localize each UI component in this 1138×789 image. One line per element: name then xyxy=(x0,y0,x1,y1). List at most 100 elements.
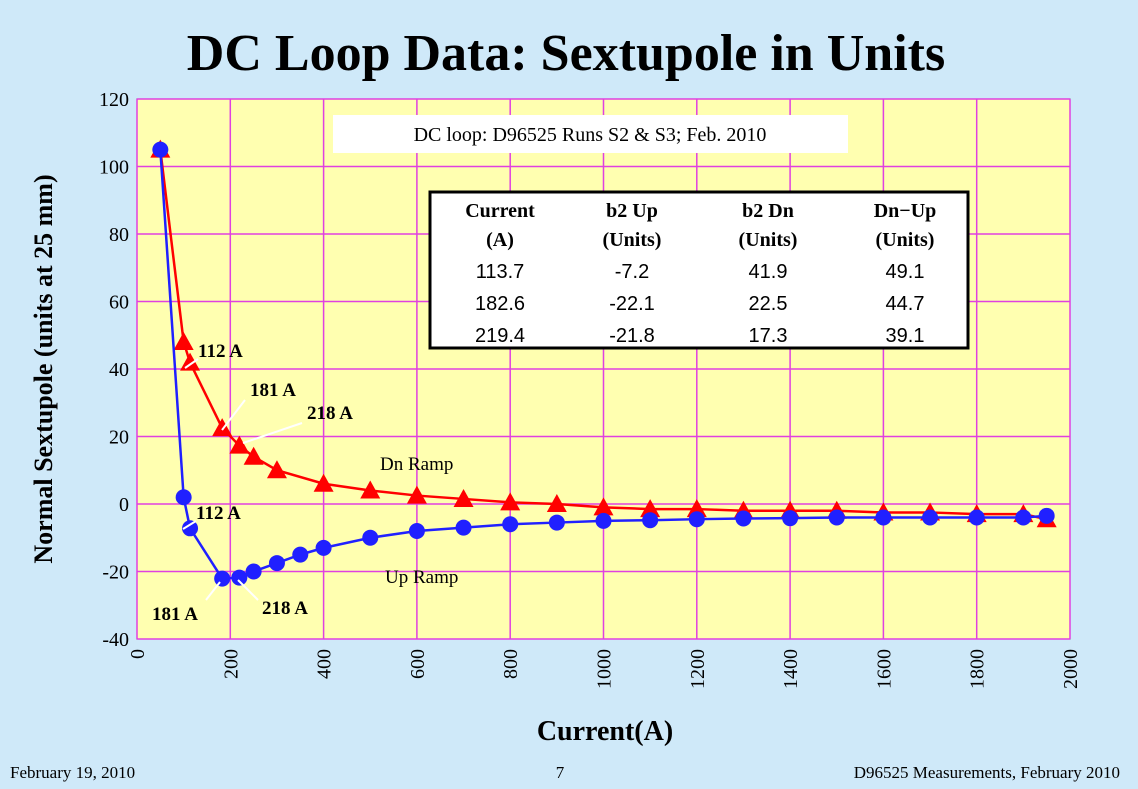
annotation: 181 A xyxy=(152,604,198,625)
point xyxy=(828,509,845,526)
y-axis-label: Normal Sextupole (units at 25 mm) xyxy=(29,174,58,563)
point xyxy=(546,494,567,512)
point xyxy=(593,497,614,516)
annotation-leader xyxy=(221,399,246,431)
x-tick-label: 600 xyxy=(407,649,429,679)
annotation-leader xyxy=(242,422,303,444)
y-tick-label: 120 xyxy=(99,89,129,111)
y-tick-label: 80 xyxy=(109,224,129,246)
point xyxy=(1038,507,1055,524)
point xyxy=(453,488,474,507)
point xyxy=(640,499,661,518)
point xyxy=(292,546,309,563)
point xyxy=(408,523,425,539)
annotation: 181 A xyxy=(250,380,296,401)
x-tick-label: 1800 xyxy=(967,649,989,689)
point xyxy=(180,352,201,371)
point xyxy=(212,418,233,437)
annotation: 218 A xyxy=(307,403,353,424)
point xyxy=(922,509,939,526)
point xyxy=(1015,509,1032,526)
table-header: b2 Up xyxy=(606,200,658,222)
point xyxy=(231,569,248,586)
table-cell: 39.1 xyxy=(886,325,925,347)
annotation-leader xyxy=(184,358,199,369)
point xyxy=(245,563,262,580)
x-tick-label: 400 xyxy=(314,649,336,679)
point xyxy=(173,332,194,350)
subtitle-box xyxy=(333,115,848,153)
series-label: Up Ramp xyxy=(385,567,458,588)
point xyxy=(642,512,659,529)
y-tick-label: -20 xyxy=(102,562,129,584)
annotation-leader xyxy=(205,581,221,601)
table-header: (A) xyxy=(486,229,514,251)
data-table xyxy=(428,190,970,350)
point xyxy=(500,492,521,511)
point xyxy=(502,516,519,533)
x-tick-label: 0 xyxy=(127,649,149,659)
x-tick-label: 1600 xyxy=(873,649,895,689)
point xyxy=(875,509,892,526)
table-header: b2 Dn xyxy=(742,200,794,222)
annotation: 218 A xyxy=(262,598,308,619)
table-cell: -21.8 xyxy=(609,325,655,347)
series-label: Dn Ramp xyxy=(380,454,453,475)
y-tick-label: 20 xyxy=(109,427,129,449)
table-cell: 219.4 xyxy=(475,325,525,347)
point xyxy=(315,539,332,556)
point xyxy=(406,485,427,504)
point xyxy=(548,514,565,531)
table-cell: 182.6 xyxy=(475,293,525,315)
table-cell: 44.7 xyxy=(886,293,925,315)
point xyxy=(968,509,985,526)
footer-center: 7 xyxy=(556,763,565,782)
annotation: 112 A xyxy=(198,341,243,362)
point xyxy=(595,512,612,529)
point xyxy=(268,555,285,572)
table-cell: 41.9 xyxy=(749,261,788,283)
y-tick-label: -40 xyxy=(102,629,129,651)
chart-title: DC Loop Data: Sextupole in Units xyxy=(187,25,945,82)
subtitle: DC loop: D96525 Runs S2 & S3; Feb. 2010 xyxy=(414,124,767,146)
annotation-leader xyxy=(237,579,259,601)
marks: Dn Ramp Up Ramp 112 A 181 A 218 A 112 A 181 A 2… xyxy=(150,139,1057,625)
table-cell: 49.1 xyxy=(886,261,925,283)
x-tick-label: 200 xyxy=(220,649,242,679)
point xyxy=(243,446,264,465)
table-cell: 113.7 xyxy=(476,261,525,283)
table-cell: -22.1 xyxy=(609,293,655,315)
x-tick-label: 800 xyxy=(500,649,522,679)
table-header: Dn−Up xyxy=(874,200,937,222)
table-cell: 22.5 xyxy=(749,293,788,315)
footer-left: February 19, 2010 xyxy=(10,763,135,782)
point xyxy=(214,570,231,587)
annotation: 112 A xyxy=(196,503,241,524)
y-tick-label: 60 xyxy=(109,292,129,314)
x-axis-label: Current(A) xyxy=(537,716,673,747)
point xyxy=(182,520,199,537)
x-tick-label: 1400 xyxy=(780,649,802,689)
point xyxy=(455,519,472,536)
point xyxy=(360,480,381,499)
table-header: Current xyxy=(465,200,535,222)
point xyxy=(782,510,799,527)
table-header: (Units) xyxy=(603,229,662,251)
point xyxy=(175,489,192,506)
point xyxy=(313,473,334,492)
table-header: (Units) xyxy=(876,229,935,251)
y-tick-label: 100 xyxy=(99,157,129,179)
point xyxy=(362,529,379,546)
point xyxy=(688,511,705,528)
footer-right: D96525 Measurements, February 2010 xyxy=(854,763,1120,782)
y-tick-label: 0 xyxy=(119,494,129,516)
x-tick-label: 1000 xyxy=(594,649,616,689)
table-cell: 17.3 xyxy=(749,325,788,347)
x-tick-label: 1200 xyxy=(687,649,709,689)
point xyxy=(229,435,250,454)
point xyxy=(266,460,287,479)
annotation-leader xyxy=(182,520,197,530)
x-tick-label: 2000 xyxy=(1060,649,1082,689)
table-header: (Units) xyxy=(739,229,798,251)
y-tick-label: 40 xyxy=(109,359,129,381)
